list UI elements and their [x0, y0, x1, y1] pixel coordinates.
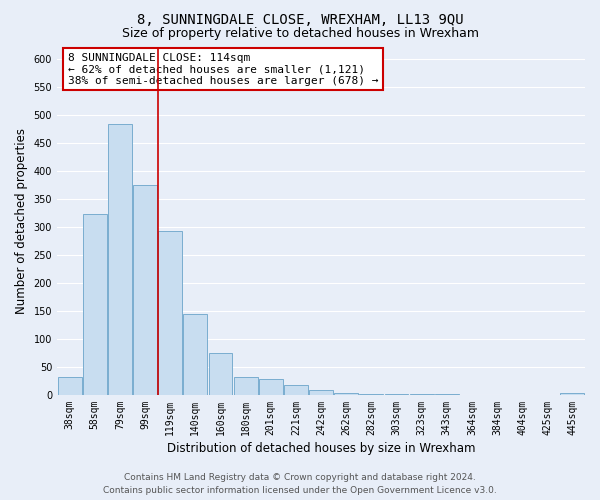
Bar: [309, 390, 333, 395]
Bar: [58, 377, 82, 395]
Bar: [108, 124, 132, 395]
Text: Size of property relative to detached houses in Wrexham: Size of property relative to detached ho…: [121, 28, 479, 40]
Y-axis label: Number of detached properties: Number of detached properties: [15, 128, 28, 314]
Bar: [133, 185, 157, 395]
Bar: [435, 394, 458, 395]
Bar: [158, 230, 182, 395]
Bar: [385, 394, 409, 395]
Bar: [560, 394, 584, 395]
Text: 8 SUNNINGDALE CLOSE: 114sqm
← 62% of detached houses are smaller (1,121)
38% of : 8 SUNNINGDALE CLOSE: 114sqm ← 62% of det…: [68, 52, 378, 86]
Text: Contains HM Land Registry data © Crown copyright and database right 2024.
Contai: Contains HM Land Registry data © Crown c…: [103, 473, 497, 495]
Bar: [83, 214, 107, 395]
Bar: [209, 353, 232, 395]
Bar: [334, 394, 358, 395]
Bar: [259, 378, 283, 395]
Bar: [410, 394, 434, 395]
Bar: [359, 394, 383, 395]
Bar: [284, 386, 308, 395]
Bar: [233, 377, 257, 395]
Bar: [184, 314, 207, 395]
X-axis label: Distribution of detached houses by size in Wrexham: Distribution of detached houses by size …: [167, 442, 475, 455]
Text: 8, SUNNINGDALE CLOSE, WREXHAM, LL13 9QU: 8, SUNNINGDALE CLOSE, WREXHAM, LL13 9QU: [137, 12, 463, 26]
